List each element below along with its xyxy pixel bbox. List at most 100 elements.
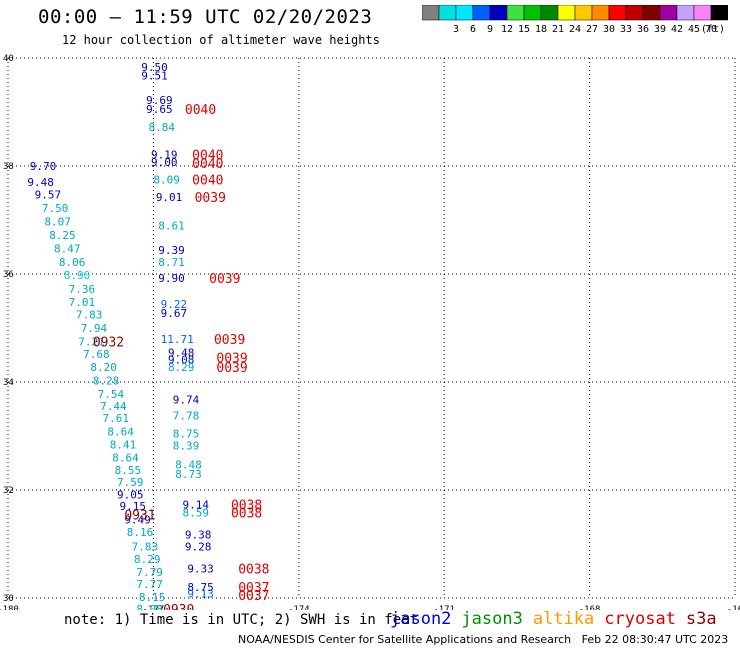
color-swatch: [523, 5, 542, 21]
color-scale-label: 42: [671, 24, 683, 35]
pass-time-label: 0037: [238, 589, 269, 604]
color-scale-label: 27: [586, 24, 598, 35]
pass-time-label: 0039: [214, 333, 245, 348]
wave-height-value: 8.61: [158, 219, 185, 232]
wave-height-value: 8.73: [175, 468, 202, 481]
wave-height-value: 7.01: [69, 296, 96, 309]
wave-height-value: 8.09: [153, 174, 180, 187]
wave-height-value: 7.94: [81, 322, 108, 335]
y-tick-label: 38: [3, 162, 14, 172]
pass-time-label: 0039: [216, 352, 247, 367]
wave-height-value: 9.00: [151, 156, 178, 169]
wave-height-map: -180-177-174-171-168-164038363432309.509…: [0, 48, 740, 618]
pass-time-label: 0931: [124, 508, 155, 523]
wave-height-value: 8.41: [110, 439, 137, 452]
pass-time-label: 0039: [216, 361, 247, 376]
y-tick-label: 36: [3, 270, 14, 280]
pass-time-label: 0040: [192, 149, 223, 164]
wave-height-value: 7.77: [136, 578, 163, 591]
satellite-legend-entry: jason3: [461, 609, 523, 629]
wave-height-value: 9.33: [187, 562, 214, 575]
color-scale-label: 12: [501, 24, 513, 35]
color-scale-label: 70: [705, 24, 717, 35]
wave-height-value: 9.70: [30, 160, 56, 173]
wave-height-value: 8.47: [54, 243, 81, 256]
wave-height-value: 7.50: [42, 202, 69, 215]
y-tick-label: 40: [3, 54, 14, 64]
wave-height-value: 8.71: [158, 256, 185, 269]
color-swatch: [642, 5, 661, 21]
wave-height-value: 8.25: [49, 229, 76, 242]
pass-time-label: 0038: [238, 562, 269, 577]
wave-height-value: 8.07: [44, 216, 71, 229]
credit-line: NOAA/NESDIS Center for Satellite Applica…: [238, 633, 728, 646]
pass-time-label: 0038: [231, 499, 262, 514]
wave-height-value: 8.20: [90, 361, 117, 374]
wave-height-value: 7.83: [132, 541, 159, 554]
satellite-legend-entry: jason2: [390, 609, 452, 629]
wave-height-value: 7.59: [117, 476, 144, 489]
x-tick-label: -180: [0, 605, 19, 610]
wave-height-value: 7.78: [173, 409, 200, 422]
color-scale-label: 30: [603, 24, 615, 35]
color-scale-label: 21: [552, 24, 564, 35]
pass-time-label: 0038: [231, 507, 262, 522]
wave-height-value: 9.05: [117, 488, 144, 501]
wave-height-value: 8.59: [182, 507, 209, 520]
color-swatch: [693, 5, 712, 21]
wave-height-value: 8.55: [115, 464, 142, 477]
wave-height-value: 8.90: [64, 269, 90, 282]
pass-time-label: 0039: [209, 272, 240, 287]
color-scale-label: 45: [688, 24, 700, 35]
color-swatch: [455, 5, 474, 21]
wave-height-value: 8.84: [149, 121, 176, 134]
wave-height-value: 8.48: [175, 459, 202, 472]
wave-height-value: 9.13: [187, 588, 214, 601]
wave-height-value: 8.06: [59, 256, 86, 269]
wave-height-value: 9.74: [173, 393, 200, 406]
wave-height-value: 8.75: [173, 427, 200, 440]
wave-height-value: 8.64: [107, 426, 134, 439]
satellite-legend-entry: altika: [532, 609, 595, 629]
wave-height-value: 8.39: [173, 440, 200, 453]
wave-height-value: 8.08: [136, 603, 163, 610]
color-swatch: [676, 5, 695, 21]
color-scale-legend: 3 6 9 12 15 18 21 24 27 30 33 36 39 42 45 70 (ft): [422, 5, 728, 35]
satellite-legend: jason2 jason3 altika cryosat s3a: [390, 609, 727, 629]
color-swatch: [472, 5, 491, 21]
generation-timestamp: Feb 22 08:30:47 UTC 2023: [581, 633, 729, 646]
wave-height-value: 9.22: [161, 298, 188, 311]
wave-height-value: 7.79: [136, 566, 163, 579]
y-tick-label: 30: [3, 594, 14, 604]
color-scale-label: 3: [453, 24, 459, 35]
wave-height-value: 8.15: [139, 591, 166, 604]
wave-height-value: 11.71: [161, 333, 194, 346]
wave-height-value: 7.61: [103, 412, 130, 425]
color-scale-label: 24: [569, 24, 581, 35]
x-tick-label: -16: [727, 605, 740, 610]
color-scale-label: 9: [487, 24, 493, 35]
color-swatch: [438, 5, 457, 21]
wave-height-value: 9.08: [168, 353, 195, 366]
color-swatch: [489, 5, 508, 21]
pass-time-label: 0040: [185, 103, 216, 118]
color-swatch: [608, 5, 627, 21]
footer-note: note: 1) Time is in UTC; 2) SWH is in fe…: [64, 612, 419, 628]
wave-height-value: 8.29: [134, 553, 161, 566]
wave-height-value: 9.19: [151, 149, 178, 162]
wave-height-value: 7.68: [83, 348, 110, 361]
color-swatch: [540, 5, 559, 21]
wave-height-value: 7.54: [98, 388, 125, 401]
color-scale-unit: (ft): [701, 24, 725, 35]
y-tick-label: 34: [3, 378, 14, 388]
pass-time-label: 0037: [238, 581, 269, 596]
credit-text: NOAA/NESDIS Center for Satellite Applica…: [238, 633, 572, 646]
wave-height-value: 7.83: [76, 309, 103, 322]
wave-height-value: 8.29: [168, 361, 195, 374]
wave-height-value: 7.44: [100, 400, 127, 413]
wave-height-value: 8.16: [127, 526, 154, 539]
wave-height-value: 9.01: [156, 191, 183, 204]
color-swatch: [710, 5, 728, 21]
color-swatch: [557, 5, 576, 21]
color-swatch: [659, 5, 678, 21]
